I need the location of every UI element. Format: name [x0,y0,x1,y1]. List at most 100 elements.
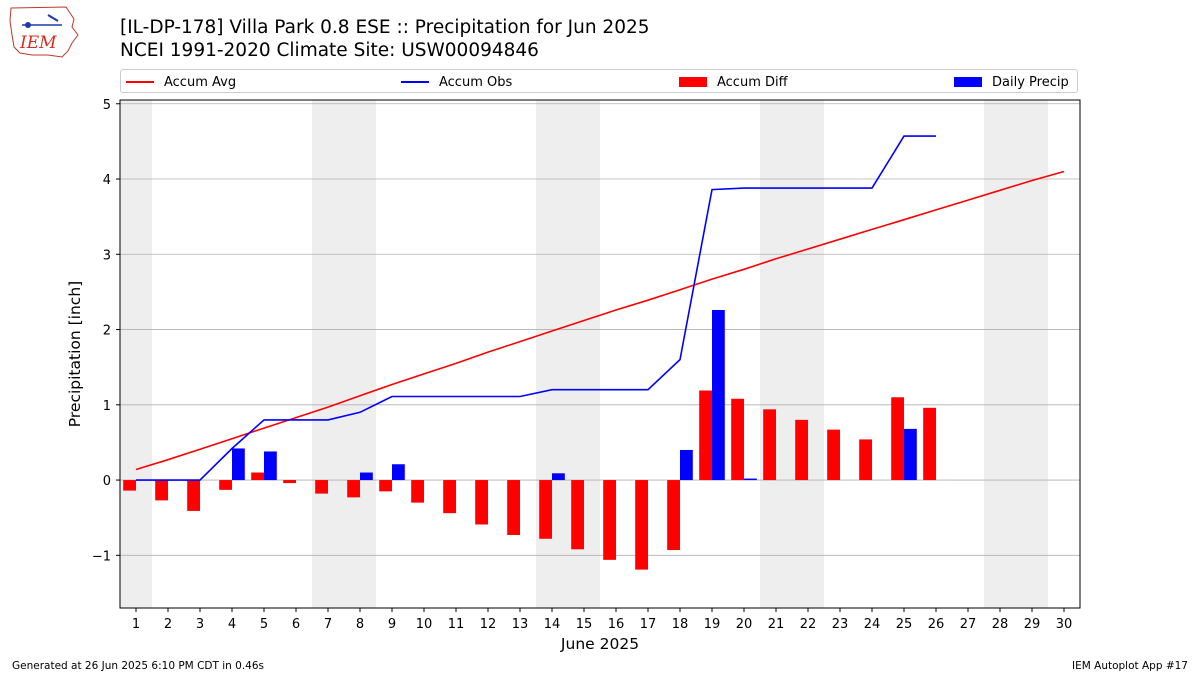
daily-precip-bar-day-19 [712,309,725,481]
legend-item-accum-diff: Accum Diff [679,73,788,91]
accum-diff-bar-day-21 [763,409,776,481]
daily-precip-bar-day-25 [904,428,917,481]
xtick-label-17: 17 [640,617,657,632]
ytick-label-4: 3 [103,248,111,263]
accum-diff-bar-day-24 [859,439,872,481]
accum-diff-bar-day-1 [123,480,136,491]
accum-diff-bar-day-6 [283,480,296,484]
ytick-label-2: 1 [103,399,111,414]
xtick-label-8: 8 [356,617,364,632]
ytick-label-3: 2 [103,324,111,339]
xtick-label-18: 18 [672,617,689,632]
accum-diff-bar-day-20 [731,398,744,481]
daily-precip-bar-day-4 [232,448,245,481]
xtick-label-4: 4 [228,617,236,632]
accum-diff-bar-day-14 [539,480,552,539]
x-axis-label: June 2025 [560,635,639,653]
accum-diff-bar-day-13 [507,480,520,535]
accum-diff-bar-day-18 [667,480,680,551]
xtick-label-13: 13 [512,617,529,632]
accum-diff-bar-day-15 [571,480,584,550]
accum-diff-bar-day-25 [891,397,904,481]
legend-item-accum-avg: Accum Avg [126,73,236,91]
accum-diff-bar-day-19 [699,390,712,481]
xtick-label-7: 7 [324,617,332,632]
accum-diff-bar-day-9 [379,480,392,492]
daily-precip-bar-day-9 [392,464,405,481]
ytick-label-5: 4 [103,173,111,188]
xtick-label-29: 29 [1024,617,1041,632]
accum-diff-bar-day-10 [411,480,424,503]
footer-generated: Generated at 26 Jun 2025 6:10 PM CDT in … [12,660,265,672]
xtick-label-25: 25 [896,617,913,632]
xtick-label-3: 3 [196,617,204,632]
weekend-shade-5 [984,100,1048,608]
xtick-label-16: 16 [608,617,625,632]
daily-precip-bar-day-8 [360,472,373,481]
xtick-label-24: 24 [864,617,881,632]
weekend-shade-2 [312,100,376,608]
plot-frame [119,99,1081,609]
accum-diff-bar-day-7 [315,480,328,494]
ytick-label-6: 5 [103,98,111,113]
xtick-label-1: 1 [132,617,140,632]
xtick-label-15: 15 [576,617,593,632]
xtick-label-11: 11 [448,617,465,632]
xtick-label-30: 30 [1056,617,1073,632]
xtick-label-20: 20 [736,617,753,632]
xtick-label-6: 6 [292,617,300,632]
accum-diff-bar-day-12 [475,480,488,525]
accum-diff-bar-day-2 [155,480,168,501]
accum-diff-bar-day-5 [251,472,264,481]
iem-logo: IEM [9,6,79,58]
xtick-label-23: 23 [832,617,849,632]
legend-swatch-accum-avg [126,81,154,83]
xtick-label-19: 19 [704,617,721,632]
legend-label-daily-precip: Daily Precip [992,74,1069,90]
daily-precip-bar-day-5 [264,451,277,481]
accum-diff-bar-day-22 [795,419,808,481]
weekend-shade-4 [760,100,824,608]
xtick-label-5: 5 [260,617,268,632]
chart-legend: Accum Avg Accum Obs Accum Diff Daily Pre… [120,69,1078,93]
xtick-label-9: 9 [388,617,396,632]
daily-precip-bar-day-20 [744,478,757,481]
accum-diff-bar-day-23 [827,429,840,481]
legend-swatch-daily-precip [954,77,982,87]
daily-precip-bar-day-18 [680,449,693,481]
xtick-label-28: 28 [992,617,1009,632]
accum-diff-bar-day-16 [603,480,616,560]
weekend-shade-1 [120,100,152,608]
legend-swatch-accum-diff [679,77,707,87]
accum-diff-bar-day-17 [635,480,648,570]
legend-label-accum-obs: Accum Obs [439,74,513,90]
xtick-label-22: 22 [800,617,817,632]
legend-item-daily-precip: Daily Precip [954,73,1069,91]
legend-item-accum-obs: Accum Obs [401,73,512,91]
accum-obs-line [136,135,936,481]
chart-subtitle: NCEI 1991-2020 Climate Site: USW00094846 [120,40,539,61]
xtick-label-12: 12 [480,617,497,632]
xtick-label-2: 2 [164,617,172,632]
ytick-label-1: 0 [103,474,111,489]
daily-precip-bar-day-14 [552,473,565,481]
accum-diff-bar-day-4 [219,480,232,490]
xtick-label-26: 26 [928,617,945,632]
chart-title: [IL-DP-178] Villa Park 0.8 ESE :: Precip… [120,17,650,38]
xtick-label-27: 27 [960,617,977,632]
iem-logo-text: IEM [19,33,57,53]
legend-swatch-accum-obs [401,81,429,83]
accum-diff-bar-day-3 [187,480,200,511]
xtick-label-21: 21 [768,617,785,632]
legend-label-accum-diff: Accum Diff [717,74,788,90]
xtick-label-14: 14 [544,617,561,632]
legend-label-accum-avg: Accum Avg [164,74,237,90]
xtick-label-10: 10 [416,617,433,632]
footer-app: IEM Autoplot App #17 [1072,660,1188,672]
accum-diff-bar-day-11 [443,480,456,514]
y-axis-label: Precipitation [inch] [66,281,84,427]
accum-diff-bar-day-8 [347,480,360,498]
accum-diff-bar-day-26 [923,407,936,481]
ytick-label-0: −1 [92,549,111,564]
